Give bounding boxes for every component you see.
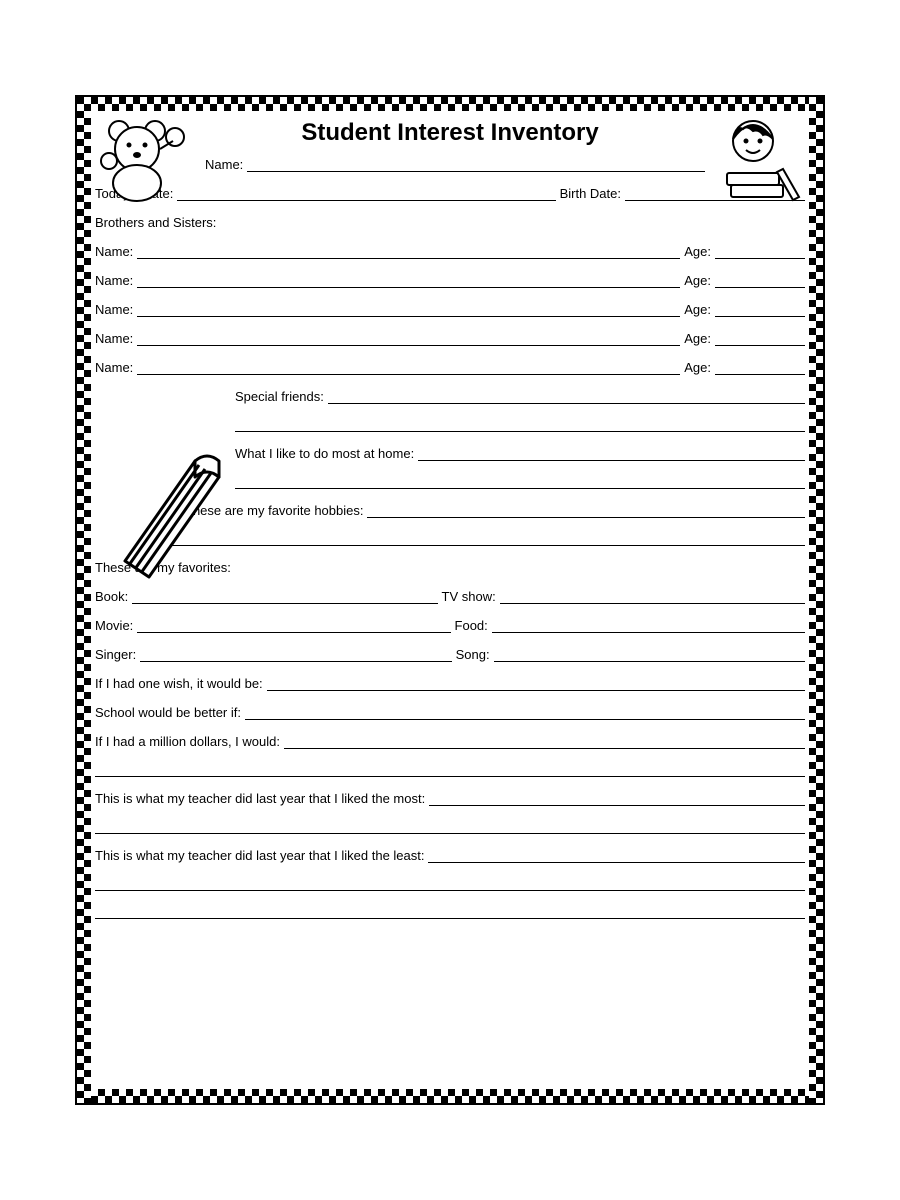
checker-border-right	[809, 97, 823, 1103]
sibling-age-label: Age:	[684, 360, 711, 375]
hobbies-row: These are my favorite hobbies:	[185, 503, 805, 518]
sibling-name-input[interactable]	[137, 274, 680, 288]
book-label: Book:	[95, 589, 128, 604]
teacher-least-line2[interactable]	[95, 877, 805, 891]
form-content: Student Interest Inventory Name: Today's…	[95, 115, 805, 1085]
name-row: Name:	[205, 157, 705, 172]
sibling-name-input[interactable]	[137, 332, 680, 346]
sibling-age-input[interactable]	[715, 332, 805, 346]
teacher-most-label: This is what my teacher did last year th…	[95, 791, 425, 806]
like-home-line2[interactable]	[235, 475, 805, 489]
food-label: Food:	[455, 618, 488, 633]
siblings-header: Brothers and Sisters:	[95, 215, 216, 230]
singer-input[interactable]	[140, 648, 451, 662]
book-icon	[107, 443, 237, 583]
movie-input[interactable]	[137, 619, 450, 633]
checker-border-top	[77, 97, 823, 111]
million-label: If I had a million dollars, I would:	[95, 734, 280, 749]
sibling-age-label: Age:	[684, 302, 711, 317]
teacher-least-line3[interactable]	[95, 905, 805, 919]
book-tv-row: Book: TV show:	[95, 589, 805, 604]
sibling-age-label: Age:	[684, 244, 711, 259]
teacher-most-row: This is what my teacher did last year th…	[95, 791, 805, 806]
sibling-age-label: Age:	[684, 331, 711, 346]
teacher-least-input[interactable]	[428, 849, 805, 863]
tvshow-input[interactable]	[500, 590, 805, 604]
sibling-row: Name: Age:	[95, 360, 805, 375]
form-page: Student Interest Inventory Name: Today's…	[75, 95, 825, 1105]
sibling-name-label: Name:	[95, 273, 133, 288]
hobbies-line2[interactable]	[155, 532, 805, 546]
kid-icon	[713, 115, 803, 210]
sibling-name-input[interactable]	[137, 303, 680, 317]
sibling-age-input[interactable]	[715, 245, 805, 259]
school-label: School would be better if:	[95, 705, 241, 720]
birth-date-label: Birth Date:	[560, 186, 621, 201]
sibling-age-input[interactable]	[715, 274, 805, 288]
checker-border-bottom	[77, 1089, 823, 1103]
teacher-most-line2[interactable]	[95, 820, 805, 834]
wish-row: If I had one wish, it would be:	[95, 676, 805, 691]
like-home-row: What I like to do most at home:	[235, 446, 805, 461]
wish-input[interactable]	[267, 677, 805, 691]
sibling-row: Name: Age:	[95, 302, 805, 317]
like-home-label: What I like to do most at home:	[235, 446, 414, 461]
name-label: Name:	[205, 157, 243, 172]
singer-song-row: Singer: Song:	[95, 647, 805, 662]
like-home-input[interactable]	[418, 447, 805, 461]
school-input[interactable]	[245, 706, 805, 720]
hobbies-input[interactable]	[367, 504, 805, 518]
sibling-row: Name: Age:	[95, 331, 805, 346]
tvshow-label: TV show:	[442, 589, 496, 604]
book-input[interactable]	[132, 590, 437, 604]
todays-date-input[interactable]	[177, 187, 555, 201]
sibling-age-input[interactable]	[715, 303, 805, 317]
teacher-most-input[interactable]	[429, 792, 805, 806]
sibling-row: Name: Age:	[95, 244, 805, 259]
movie-food-row: Movie: Food:	[95, 618, 805, 633]
sibling-name-input[interactable]	[137, 361, 680, 375]
sibling-name-label: Name:	[95, 331, 133, 346]
song-label: Song:	[456, 647, 490, 662]
special-friends-row: Special friends:	[235, 389, 805, 404]
special-friends-line2[interactable]	[235, 418, 805, 432]
checker-border-left	[77, 97, 91, 1103]
bear-icon	[97, 115, 192, 205]
name-input[interactable]	[247, 158, 705, 172]
siblings-list: Name:Age:Name:Age:Name:Age:Name:Age:Name…	[95, 244, 805, 375]
siblings-header-row: Brothers and Sisters:	[95, 215, 805, 230]
teacher-least-label: This is what my teacher did last year th…	[95, 848, 424, 863]
sibling-name-input[interactable]	[137, 245, 680, 259]
special-friends-input[interactable]	[328, 390, 805, 404]
school-row: School would be better if:	[95, 705, 805, 720]
sibling-age-label: Age:	[684, 273, 711, 288]
sibling-name-label: Name:	[95, 244, 133, 259]
sibling-age-input[interactable]	[715, 361, 805, 375]
sibling-name-label: Name:	[95, 302, 133, 317]
date-row: Today's Date: Birth Date:	[95, 186, 805, 201]
million-row: If I had a million dollars, I would:	[95, 734, 805, 749]
sibling-row: Name: Age:	[95, 273, 805, 288]
sibling-name-label: Name:	[95, 360, 133, 375]
wish-label: If I had one wish, it would be:	[95, 676, 263, 691]
song-input[interactable]	[494, 648, 805, 662]
million-line2[interactable]	[95, 763, 805, 777]
singer-label: Singer:	[95, 647, 136, 662]
movie-label: Movie:	[95, 618, 133, 633]
special-friends-label: Special friends:	[235, 389, 324, 404]
food-input[interactable]	[492, 619, 805, 633]
page-title: Student Interest Inventory	[95, 119, 805, 147]
million-input[interactable]	[284, 735, 805, 749]
teacher-least-row: This is what my teacher did last year th…	[95, 848, 805, 863]
